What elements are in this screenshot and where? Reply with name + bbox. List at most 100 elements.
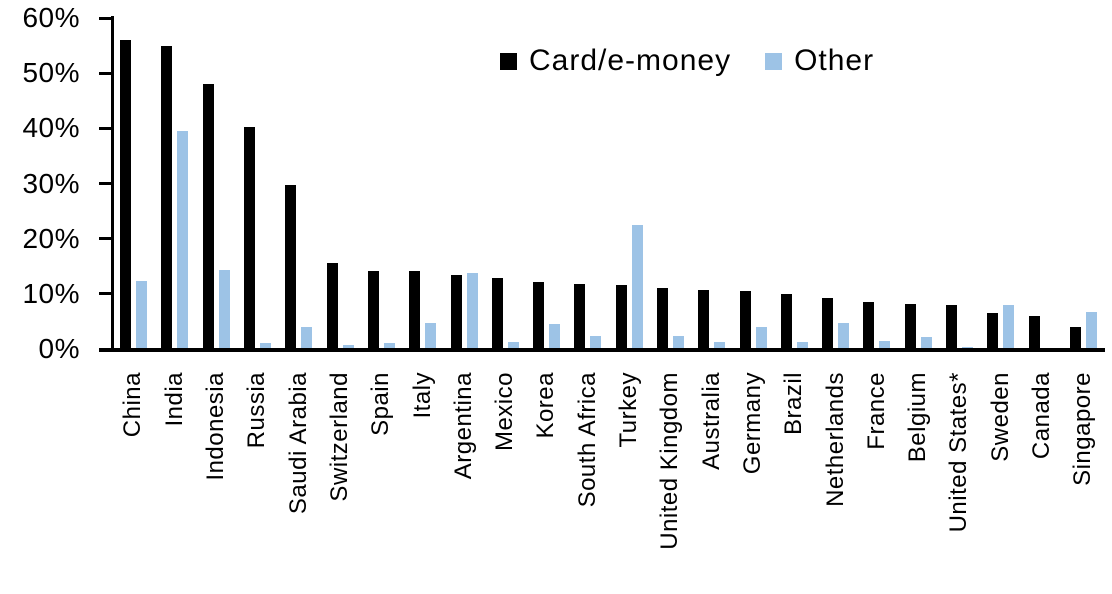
x-label-cell: Belgium	[898, 360, 939, 594]
bar-group	[774, 18, 815, 349]
bar-card-e-money	[904, 304, 916, 349]
bar-card-e-money	[822, 298, 834, 349]
bar-other	[342, 345, 354, 349]
plot-area	[113, 18, 1104, 349]
bar-card-e-money	[1069, 327, 1081, 349]
x-label-cell: Australia	[691, 360, 732, 594]
bar-other	[879, 341, 891, 349]
bar-other	[425, 323, 437, 349]
x-axis-label: Australia	[697, 372, 725, 470]
x-label-cell: Mexico	[485, 360, 526, 594]
y-axis-tick	[99, 126, 112, 130]
x-axis-labels: China India Indonesia Russia Saudi Arabia Swi…	[113, 360, 1104, 594]
x-label-cell: Germany	[732, 360, 773, 594]
x-axis-label: Spain	[367, 372, 395, 436]
bar-other	[466, 273, 478, 349]
x-label-cell: Canada	[1022, 360, 1063, 594]
bar-other	[549, 324, 561, 349]
bar-card-e-money	[450, 275, 462, 349]
bar-card-e-money	[946, 305, 958, 349]
bar-group	[319, 18, 360, 349]
x-axis-label: Netherlands	[821, 372, 849, 507]
bar-group	[980, 18, 1021, 349]
y-axis-tick-label: 20%	[22, 222, 80, 254]
y-axis-tick	[99, 182, 112, 185]
x-label-cell: Indonesia	[196, 360, 237, 594]
x-label-cell: Singapore	[1063, 360, 1104, 594]
bar-group	[402, 18, 443, 349]
bar-card-e-money	[533, 282, 545, 349]
x-label-cell: Italy	[402, 360, 443, 594]
bar-other	[714, 342, 726, 349]
bar-other	[673, 336, 684, 349]
other-swatch-icon	[765, 52, 783, 70]
bar-other	[301, 327, 313, 349]
legend-label-card-e-money: Card/e-money	[529, 44, 732, 77]
bar-group	[939, 18, 980, 349]
x-label-cell: United States*	[939, 360, 980, 594]
x-axis-label: Switzerland	[325, 372, 353, 502]
bar-other	[507, 342, 519, 349]
y-axis-tick-label: 10%	[22, 277, 80, 309]
y-axis-tick	[99, 16, 112, 20]
bar-card-e-money	[491, 278, 503, 349]
bar-other	[177, 131, 189, 349]
x-axis-label: France	[862, 372, 890, 450]
x-axis-label: United Kingdom	[656, 372, 684, 550]
x-axis-label: India	[160, 372, 188, 427]
bar-card-e-money	[367, 271, 379, 349]
bar-group	[443, 18, 484, 349]
chart-legend: Card/e-money Other	[500, 44, 874, 78]
bar-other	[590, 336, 602, 349]
legend-item-card-e-money: Card/e-money	[500, 44, 731, 78]
bar-card-e-money	[202, 84, 214, 349]
bar-other	[383, 343, 395, 349]
bar-card-e-money	[780, 294, 792, 349]
x-axis-label: South Africa	[573, 372, 601, 508]
x-axis-label: Belgium	[904, 372, 932, 463]
x-label-cell: Spain	[361, 360, 402, 594]
x-axis-label: Mexico	[491, 372, 519, 452]
bar-other	[218, 270, 230, 349]
legend-label-other: Other	[794, 44, 875, 77]
bar-other	[631, 225, 643, 349]
x-label-cell: Sweden	[980, 360, 1021, 594]
y-axis-tick-label: 0%	[38, 333, 80, 364]
bar-other	[838, 323, 850, 349]
x-axis-line	[99, 348, 1105, 352]
bar-card-e-money	[657, 288, 668, 349]
x-axis-label: United States*	[945, 372, 973, 533]
x-axis-label: Canada	[1027, 372, 1055, 460]
x-label-cell: Brazil	[774, 360, 815, 594]
y-axis-tick	[99, 292, 112, 296]
bar-group	[196, 18, 237, 349]
bar-group	[113, 18, 154, 349]
y-axis-tick-label: 40%	[22, 112, 80, 144]
bar-card-e-money	[739, 291, 751, 349]
x-label-cell: Netherlands	[815, 360, 856, 594]
bar-group	[650, 18, 691, 349]
bar-group	[856, 18, 897, 349]
bar-card-e-money	[161, 46, 173, 349]
bar-card-e-money	[863, 302, 875, 349]
x-axis-label: Argentina	[449, 372, 477, 480]
x-axis-label: Russia	[243, 372, 271, 449]
legend-item-other: Other	[765, 44, 874, 78]
x-label-cell: United Kingdom	[650, 360, 691, 594]
y-axis-line	[111, 16, 114, 352]
y-axis-tick	[99, 237, 112, 241]
bar-card-e-money	[698, 290, 710, 349]
x-axis-label: China	[119, 372, 147, 438]
bar-group	[1022, 18, 1063, 349]
bar-group	[278, 18, 319, 349]
bar-group	[1063, 18, 1104, 349]
x-axis-label: Sweden	[986, 372, 1014, 462]
x-label-cell: Argentina	[443, 360, 484, 594]
bar-card-e-money	[1028, 316, 1040, 349]
bar-card-e-money	[120, 40, 132, 349]
y-axis-tick-label: 60%	[22, 2, 80, 33]
bar-other	[755, 327, 767, 349]
x-axis-label: Brazil	[780, 372, 808, 436]
bar-group	[567, 18, 608, 349]
